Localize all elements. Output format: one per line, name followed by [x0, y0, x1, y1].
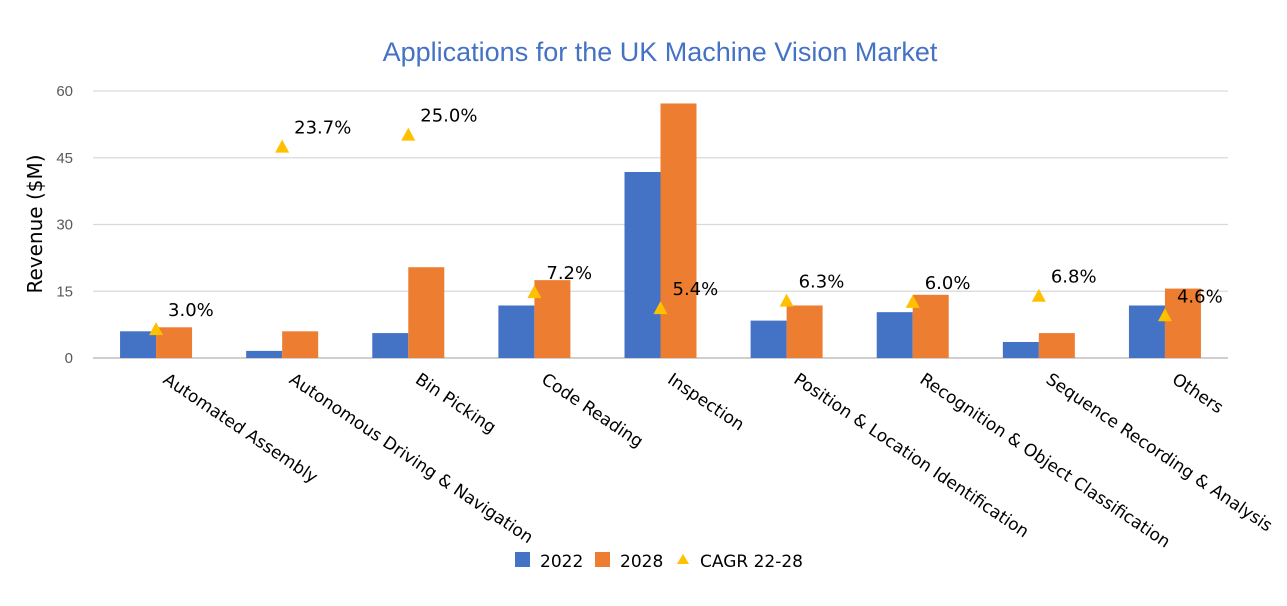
legend-label: CAGR 22-28 [700, 552, 803, 572]
legend-label: 2022 [540, 552, 583, 572]
legend-label: 2028 [620, 552, 663, 572]
cagr-marker [401, 127, 416, 141]
cagr-label: 3.0% [168, 300, 214, 321]
cagr-marker [1031, 288, 1046, 302]
x-tick-label: Others [1168, 370, 1227, 419]
cagr-label: 6.3% [799, 272, 845, 293]
bar-2028-1 [282, 331, 319, 358]
bar-2022-4 [624, 171, 661, 358]
bar-2022-0 [120, 331, 157, 358]
legend: 2022 2028 CAGR 22-28 [515, 552, 803, 572]
cagr-label: 4.6% [1177, 286, 1223, 307]
bar-2022-6 [876, 312, 913, 358]
legend-swatch-cagr [677, 554, 689, 564]
cagr-markers: 3.0% 23.7% 25.0% 7.2% 5.4% 6.3% 6.0% 6.8% 4.6% [149, 106, 1223, 336]
cagr-marker [149, 322, 164, 336]
cagr-label: 6.0% [925, 273, 971, 294]
bar-2028-0 [156, 327, 193, 358]
x-tick-label: Recognition & Object Classification [916, 370, 1174, 553]
y-axis-label: Revenue ($M) [23, 154, 47, 293]
cagr-marker [905, 294, 920, 308]
x-tick-label: Sequence Recording & Analysis [1042, 370, 1276, 537]
bar-2022-3 [498, 305, 535, 358]
y-tick-label: 60 [56, 83, 73, 100]
bar-2022-8 [1128, 305, 1165, 358]
chart-title: Applications for the UK Machine Vision M… [383, 37, 938, 67]
cagr-marker [275, 139, 290, 153]
bar-2028-5 [786, 305, 823, 358]
cagr-label: 23.7% [294, 118, 351, 139]
legend-swatch-2022 [515, 552, 530, 567]
bar-2028-6 [912, 294, 949, 358]
bar-2028-7 [1038, 333, 1075, 358]
x-tick-label: Autonomous Driving & Navigation [285, 370, 536, 549]
cagr-label: 5.4% [673, 279, 719, 300]
cagr-marker [1157, 308, 1172, 322]
bars [120, 103, 1201, 359]
bar-2022-5 [750, 320, 787, 358]
x-tick-label: Inspection [664, 370, 748, 436]
y-tick-label: 30 [56, 217, 73, 234]
cagr-marker [779, 293, 794, 307]
bar-2028-2 [408, 267, 445, 358]
legend-swatch-2028 [595, 552, 610, 567]
cagr-marker [653, 301, 668, 315]
y-tick-label: 0 [65, 350, 73, 367]
bar-2028-8 [1164, 288, 1201, 358]
bar-2028-4 [660, 103, 697, 359]
bar-2028-3 [534, 280, 571, 358]
x-tick-label: Bin Picking [411, 370, 499, 438]
y-tick-label: 15 [56, 283, 73, 300]
x-tick-label: Code Reading [538, 370, 647, 453]
y-axis-ticks: 0 15 30 45 60 [56, 83, 73, 367]
cagr-label: 7.2% [546, 263, 592, 284]
bar-2022-2 [372, 333, 409, 358]
cagr-marker [527, 285, 542, 299]
cagr-label: 6.8% [1051, 267, 1097, 288]
x-tick-label: Position & Location Identification [790, 370, 1033, 543]
cagr-label: 25.0% [420, 106, 477, 127]
bar-2022-1 [246, 350, 283, 358]
y-tick-label: 45 [56, 150, 73, 167]
bar-2022-7 [1002, 341, 1039, 358]
